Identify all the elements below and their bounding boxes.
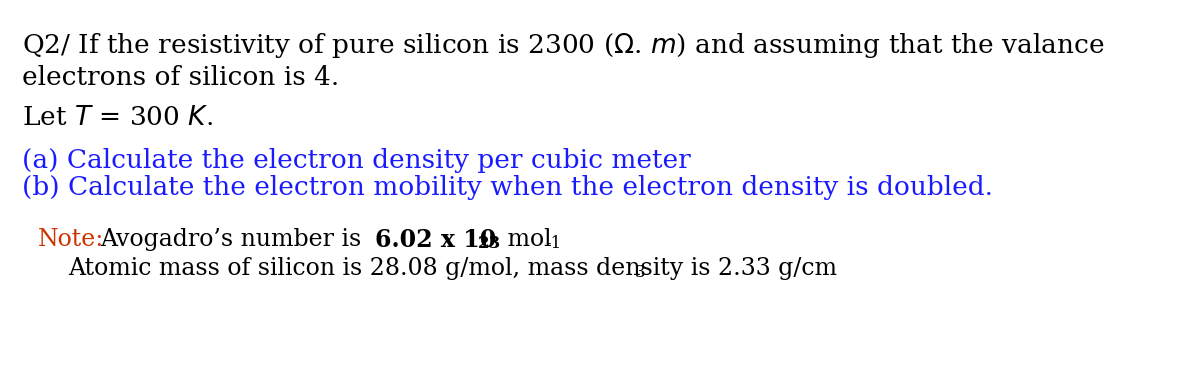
Text: (a) Calculate the electron density per cubic meter: (a) Calculate the electron density per c… [22,148,691,173]
Text: Note:: Note: [38,228,104,251]
Text: mol: mol [500,228,552,251]
Text: Avogadro’s number is: Avogadro’s number is [100,228,368,251]
Text: Q2/ If the resistivity of pure silicon is 2300 ($\Omega$. $m$) and assuming that: Q2/ If the resistivity of pure silicon i… [22,31,1105,60]
Text: Atomic mass of silicon is 28.08 g/mol, mass density is 2.33 g/cm: Atomic mass of silicon is 28.08 g/mol, m… [68,257,838,280]
Text: 3: 3 [635,264,646,281]
Text: Let $T$ = 300 $K$.: Let $T$ = 300 $K$. [22,105,212,130]
Text: electrons of silicon is 4.: electrons of silicon is 4. [22,65,340,90]
Text: (b) Calculate the electron mobility when the electron density is doubled.: (b) Calculate the electron mobility when… [22,175,994,200]
Text: 23: 23 [478,235,502,252]
Text: -1: -1 [545,235,562,252]
Text: 6.02 x 10: 6.02 x 10 [374,228,497,252]
